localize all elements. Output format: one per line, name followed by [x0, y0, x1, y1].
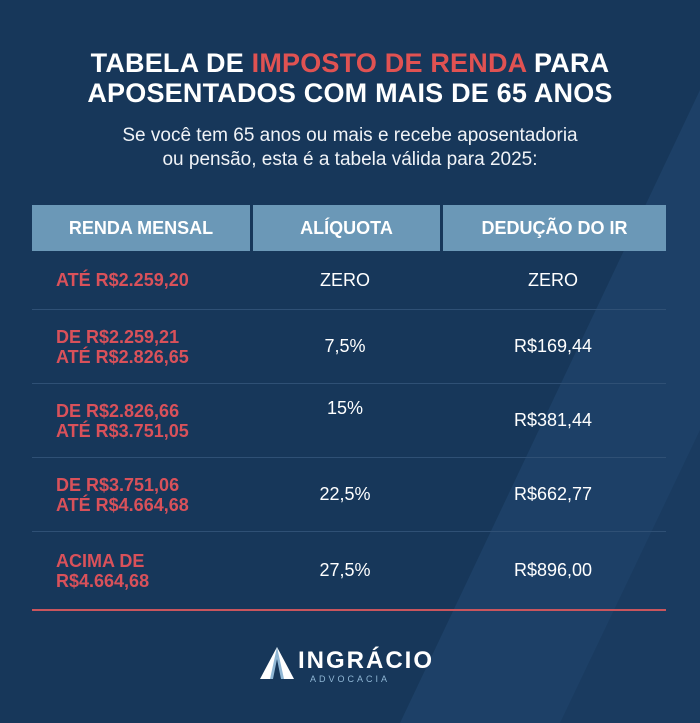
- aliquota-cell: 22,5%: [319, 484, 371, 504]
- title-line-2: APOSENTADOS COM MAIS DE 65 ANOS: [87, 78, 613, 108]
- title-line-1: TABELA DE IMPOSTO DE RENDA PARA: [90, 48, 610, 78]
- subtitle: Se você tem 65 anos ou mais e recebe apo…: [122, 125, 578, 170]
- logo-subtitle: ADVOCACIA: [310, 674, 391, 684]
- header-aliquota: ALÍQUOTA: [253, 205, 440, 251]
- deducao-cell: R$381,44: [513, 410, 593, 430]
- aliquota-cell: 27,5%: [319, 560, 371, 580]
- logo: INGRÁCIO ADVOCACIA: [258, 645, 458, 685]
- renda-cell: ACIMA DE R$4.664,68: [56, 550, 150, 591]
- tax-table: RENDA MENSAL ALÍQUOTA DEDUÇÃO DO IR ATÉ …: [32, 205, 666, 611]
- header-deducao: DEDUÇÃO DO IR: [443, 205, 666, 251]
- table-row: ACIMA DE R$4.664,68 27,5% R$896,00: [32, 532, 666, 611]
- logo-name: INGRÁCIO: [298, 647, 434, 674]
- table-row: ATÉ R$2.259,20 ZERO ZERO: [32, 251, 666, 310]
- header-renda-mensal: RENDA MENSAL: [32, 205, 250, 251]
- renda-cell: DE R$3.751,06 ATÉ R$4.664,68: [56, 474, 189, 515]
- logo-triangle-icon: [260, 647, 294, 679]
- aliquota-cell: 7,5%: [324, 336, 366, 356]
- renda-cell: ATÉ R$2.259,20: [56, 270, 189, 290]
- title-accent: IMPOSTO DE RENDA: [251, 48, 527, 78]
- table-row: DE R$2.259,21 ATÉ R$2.826,65 7,5% R$169,…: [32, 310, 666, 384]
- table-row: DE R$2.826,66 ATÉ R$3.751,05 15% R$381,4…: [32, 384, 666, 458]
- renda-cell: DE R$2.826,66 ATÉ R$3.751,05: [56, 400, 189, 441]
- deducao-cell: R$896,00: [513, 560, 593, 580]
- table-row: DE R$3.751,06 ATÉ R$4.664,68 22,5% R$662…: [32, 458, 666, 532]
- deducao-cell: R$169,44: [513, 336, 593, 356]
- deducao-cell: ZERO: [527, 269, 578, 290]
- page-title: TABELA DE IMPOSTO DE RENDA PARA APOSENTA…: [0, 48, 700, 108]
- table-header: RENDA MENSAL ALÍQUOTA DEDUÇÃO DO IR: [32, 205, 666, 251]
- aliquota-cell: ZERO: [319, 269, 370, 290]
- renda-cell: DE R$2.259,21 ATÉ R$2.826,65: [56, 326, 189, 367]
- deducao-cell: R$662,77: [513, 484, 593, 504]
- aliquota-cell: 15%: [326, 398, 364, 418]
